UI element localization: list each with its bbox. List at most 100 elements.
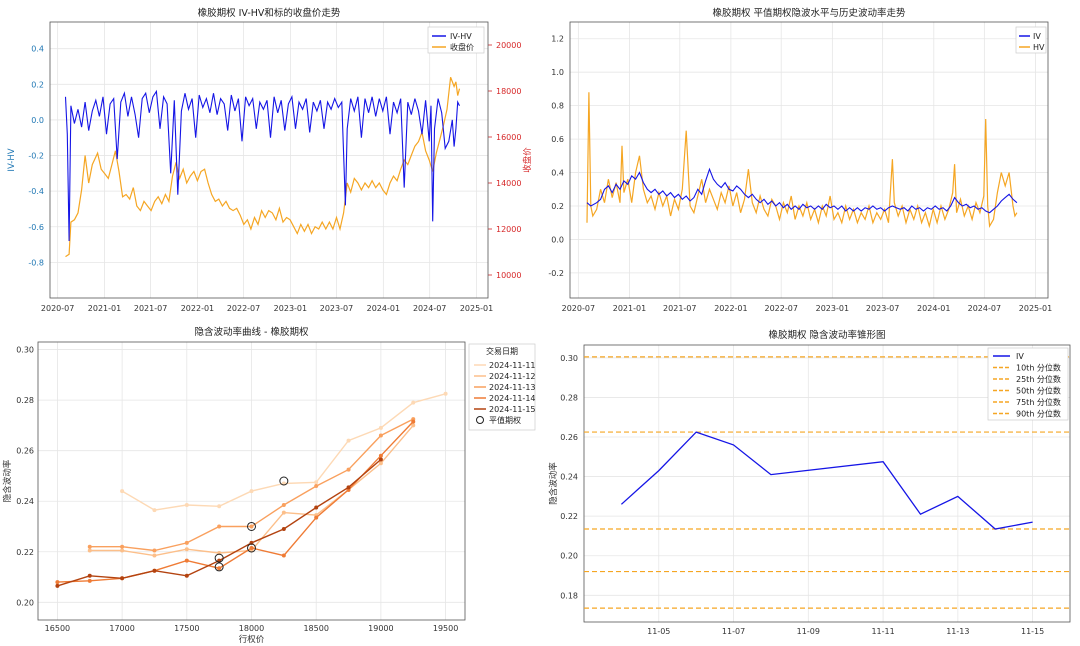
x-tick-label: 18500 — [303, 624, 328, 633]
left-axis-label: IV-HV — [7, 148, 17, 171]
left-tick-label: -0.2 — [28, 152, 44, 161]
series-point — [152, 553, 157, 558]
x-tick-label: 2022-07 — [764, 304, 797, 313]
right-tick-label: 18000 — [496, 87, 521, 96]
chart-iv-cone: 11-05 11-07 11-09 11-11 11-13 11-15 0.18 0.20 0.… — [548, 329, 1071, 636]
series-point — [120, 548, 125, 553]
chart-iv-hv-close: 2020-07 2021-01 2021-07 2022-01 2022-07 2023-… — [7, 7, 533, 313]
series-line-iv — [620, 431, 1033, 530]
y-tick-label: 0.28 — [16, 396, 34, 405]
legend-label: 50th 分位数 — [1016, 386, 1061, 396]
chart-title: 橡胶期权 IV-HV和标的收盘价走势 — [198, 7, 341, 19]
left-tick-label: 0.2 — [31, 80, 44, 89]
series-point — [184, 573, 189, 578]
legend-label: 2024-11-12 — [489, 372, 536, 381]
series-line-iv — [586, 167, 1018, 214]
series-line-2024-11-14 — [57, 421, 414, 583]
x-tick-label: 11-15 — [1021, 627, 1044, 636]
series-line-close — [65, 76, 461, 258]
x-tick-label: 11-09 — [797, 627, 820, 636]
x-tick-label: 2023-07 — [320, 304, 353, 313]
x-tick-label: 2021-01 — [613, 304, 646, 313]
series-point — [152, 568, 157, 573]
right-axis-label: 收盘价 — [522, 147, 533, 173]
right-tick-label: 12000 — [496, 225, 521, 234]
y-tick-label: 0.22 — [560, 512, 578, 521]
x-tick-label: 2024-01 — [367, 304, 400, 313]
series-point — [378, 461, 383, 466]
x-tick-label: 2020-07 — [562, 304, 595, 313]
series-point — [378, 425, 383, 430]
y-tick-label: 0.0 — [551, 235, 564, 244]
x-tick-label: 2020-07 — [41, 304, 74, 313]
y-tick-label: 0.28 — [560, 393, 578, 402]
plot-frame — [583, 344, 1071, 623]
legend-label: HV — [1033, 43, 1045, 52]
x-tick-label: 19000 — [368, 624, 393, 633]
series-point — [249, 545, 254, 550]
x-tick-label: 17000 — [109, 624, 134, 633]
y-tick-label: 0.20 — [16, 598, 34, 607]
x-tick-label: 2022-01 — [714, 304, 747, 313]
x-tick-label: 11-05 — [647, 627, 670, 636]
x-tick-label: 2024-07 — [968, 304, 1001, 313]
left-tick-label: 0.4 — [31, 45, 44, 54]
left-tick-label: -0.4 — [28, 187, 44, 196]
y-tick-label: 1.0 — [551, 68, 564, 77]
series-point — [411, 419, 416, 424]
x-tick-label: 11-11 — [871, 627, 894, 636]
y-tick-label: 0.22 — [16, 548, 34, 557]
plot-frame — [37, 341, 466, 621]
series-point — [411, 400, 416, 405]
series-line-iv-hv — [64, 89, 460, 242]
series-point — [184, 540, 189, 545]
series-point — [314, 484, 319, 489]
series-point — [346, 467, 351, 472]
series-point — [249, 489, 254, 494]
legend-label: IV — [1033, 32, 1041, 41]
y-tick-label: 0.18 — [560, 591, 578, 600]
x-tick-label: 11-13 — [946, 627, 969, 636]
series-point — [120, 544, 125, 549]
series-point — [87, 548, 92, 553]
y-tick-label: 0.24 — [16, 497, 34, 506]
series-point — [217, 524, 222, 529]
legend-label: IV — [1016, 352, 1024, 361]
x-tick-label: 2021-07 — [134, 304, 167, 313]
series-point — [184, 503, 189, 508]
legend-swatch-atm — [476, 416, 484, 424]
legend-label: IV-HV — [450, 32, 472, 41]
atm-marker — [279, 476, 289, 486]
legend-label: 10th 分位数 — [1016, 363, 1061, 373]
series-point — [281, 510, 286, 515]
y-tick-label: 0.6 — [551, 135, 564, 144]
series-line-2024-11-11 — [121, 393, 446, 511]
y-tick-label: 0.24 — [560, 473, 578, 482]
right-tick-label: 16000 — [496, 133, 521, 142]
series-point — [281, 553, 286, 558]
atm-marker — [247, 543, 256, 553]
y-tick-label: 0.26 — [16, 447, 34, 456]
x-axis-label: 行权价 — [239, 634, 265, 645]
x-tick-label: 2022-07 — [227, 304, 260, 313]
series-point — [314, 505, 319, 510]
series-point — [346, 485, 351, 490]
legend-box — [987, 347, 1069, 421]
legend-label: 2024-11-13 — [489, 383, 536, 392]
legend-box — [1015, 26, 1047, 54]
series-point — [184, 547, 189, 552]
legend-title: 交易日期 — [486, 346, 518, 356]
y-tick-label: 1.2 — [551, 35, 564, 44]
x-tick-label: 2023-07 — [866, 304, 899, 313]
y-axis-label: 隐含波动率 — [548, 462, 559, 505]
x-tick-label: 2022-01 — [181, 304, 214, 313]
series-point — [217, 566, 222, 571]
series-point — [346, 438, 351, 443]
series-point — [443, 391, 448, 396]
atm-marker — [247, 521, 256, 531]
series-point — [281, 503, 286, 508]
x-tick-label: 2023-01 — [816, 304, 849, 313]
chart-iv-vs-hv: 2020-07 2021-01 2021-07 2022-01 2022-07 2023-… — [548, 7, 1052, 313]
series-point — [152, 548, 157, 553]
